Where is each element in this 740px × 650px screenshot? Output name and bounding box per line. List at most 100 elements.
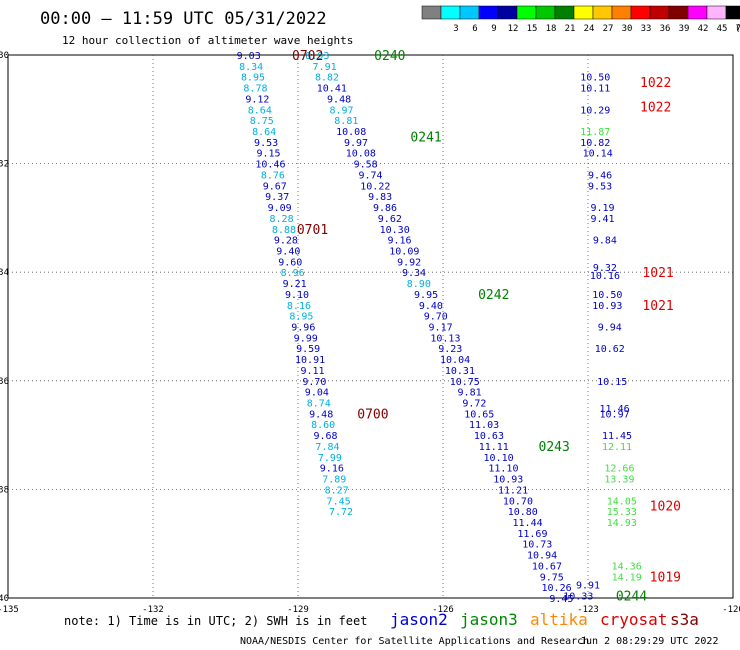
wave-height-label: 7.91 xyxy=(313,62,337,73)
wave-height-label: 10.93 xyxy=(592,301,622,312)
legend-swatch xyxy=(478,5,499,20)
wave-height-label: 8.90 xyxy=(407,279,431,290)
wave-height-label: 9.15 xyxy=(256,149,280,160)
wave-height-label: 9.53 xyxy=(588,181,612,192)
legend-swatch xyxy=(706,5,727,20)
wave-height-label: 10.91 xyxy=(295,355,325,366)
legend-swatch xyxy=(440,5,461,20)
pass-time-label: 0700 xyxy=(357,407,388,422)
legend-swatch xyxy=(687,5,708,20)
wave-height-label: 9.17 xyxy=(429,323,453,334)
wave-height-label: 9.60 xyxy=(278,257,302,268)
y-tick-label: -40 xyxy=(0,594,9,604)
y-tick-label: -30 xyxy=(0,51,9,61)
wave-height-label: 9.91 xyxy=(576,580,600,591)
wave-height-label: 10.70 xyxy=(503,496,533,507)
wave-height-label: 10.29 xyxy=(580,105,610,116)
wave-height-label: 8.95 xyxy=(289,312,313,323)
wave-height-label: 9.32 xyxy=(593,263,617,274)
pass-time-label: 1021 xyxy=(642,299,673,314)
wave-height-label: 9.04 xyxy=(305,388,329,399)
pass-time-label: 1021 xyxy=(642,266,673,281)
wave-height-label: 9.16 xyxy=(320,464,344,475)
legend-swatch xyxy=(630,5,651,20)
wave-height-label: 14.19 xyxy=(612,572,642,583)
pass-time-label: 0244 xyxy=(616,589,647,604)
legend-swatch xyxy=(459,5,480,20)
pass-time-label: 1020 xyxy=(650,500,681,515)
legend-swatch xyxy=(554,5,575,20)
pass-time-label: 0243 xyxy=(539,440,570,455)
wave-height-label: 10.46 xyxy=(255,160,285,171)
wave-height-label: 7.72 xyxy=(329,507,353,518)
wave-height-label: 11.10 xyxy=(488,464,518,475)
legend-label: 24 xyxy=(584,24,595,34)
wave-height-label: 8.75 xyxy=(250,116,274,127)
wave-height-label: 9.23 xyxy=(438,344,462,355)
wave-height-label: 7.99 xyxy=(318,453,342,464)
wave-height-label: 9.70 xyxy=(424,312,448,323)
chart-title: 00:00 — 11:59 UTC 05/31/2022 xyxy=(40,9,327,29)
color-legend: 36912151821242730333639424570(ft) xyxy=(421,5,740,34)
legend-label: 42 xyxy=(698,24,709,34)
legend-label: 9 xyxy=(491,24,496,34)
wave-height-label: 9.74 xyxy=(358,170,382,181)
wave-height-label: 10.62 xyxy=(595,344,625,355)
wave-height-label: 9.84 xyxy=(593,236,617,247)
wave-height-label: 9.40 xyxy=(419,301,443,312)
wave-height-label: 9.99 xyxy=(294,333,318,344)
satellite-cryosat: cryosat xyxy=(600,610,667,629)
wave-height-label: 9.28 xyxy=(274,236,298,247)
wave-height-label: 9.09 xyxy=(268,203,292,214)
wave-height-label: 10.04 xyxy=(440,355,470,366)
wave-height-label: 9.21 xyxy=(283,279,307,290)
wave-height-label: 9.45 xyxy=(549,594,573,605)
legend-label: 21 xyxy=(565,24,576,34)
legend-swatch xyxy=(592,5,613,20)
wave-height-label: 9.37 xyxy=(265,192,289,203)
wave-height-label: 10.11 xyxy=(580,84,610,95)
pass-time-label: 1019 xyxy=(650,570,681,585)
legend-label: 27 xyxy=(603,24,614,34)
wave-height-label: 9.16 xyxy=(387,236,411,247)
wave-height-label: 8.60 xyxy=(311,420,335,431)
legend-label: 6 xyxy=(472,24,477,34)
wave-height-label: 9.86 xyxy=(373,203,397,214)
pass-time-label: 0701 xyxy=(297,223,328,238)
x-tick-label: -126 xyxy=(432,605,454,615)
legend-swatch xyxy=(516,5,537,20)
wave-height-label: 10.93 xyxy=(493,475,523,486)
wave-height-label: 8.96 xyxy=(281,268,305,279)
y-tick-label: -34 xyxy=(0,268,9,278)
y-tick-label: -36 xyxy=(0,377,9,387)
data-points: 9.038.348.958.789.128.648.758.649.539.15… xyxy=(237,51,642,605)
wave-height-label: 8.97 xyxy=(329,105,353,116)
x-tick-label: -135 xyxy=(0,605,19,615)
wave-height-label: 10.82 xyxy=(580,138,610,149)
legend-swatch xyxy=(573,5,594,20)
wave-height-label: 8.16 xyxy=(287,301,311,312)
wave-height-label: 11.44 xyxy=(513,518,543,529)
wave-height-label: 14.93 xyxy=(607,518,637,529)
wave-height-label: 11.11 xyxy=(479,442,509,453)
legend-label: 30 xyxy=(622,24,633,34)
legend-swatch xyxy=(725,5,740,20)
satellite-altika: altika xyxy=(530,610,588,629)
wave-height-label: 10.10 xyxy=(484,453,514,464)
credit-line: NOAA/NESDIS Center for Satellite Applica… xyxy=(240,636,589,647)
wave-height-label: 11.46 xyxy=(600,404,630,415)
wave-height-label: 8.93 xyxy=(305,51,329,62)
x-tick-label: -120 xyxy=(722,605,740,615)
wave-height-label: 9.68 xyxy=(314,431,338,442)
wave-height-label: 9.53 xyxy=(254,138,278,149)
legend-label: 33 xyxy=(641,24,652,34)
pass-time-label: 0242 xyxy=(478,288,509,303)
wave-height-label: 10.41 xyxy=(317,84,347,95)
wave-height-label: 9.92 xyxy=(397,257,421,268)
wave-height-label: 9.75 xyxy=(540,572,564,583)
wave-height-label: 9.40 xyxy=(276,246,300,257)
legend-label: 39 xyxy=(679,24,690,34)
wave-height-label: 9.70 xyxy=(302,377,326,388)
wave-height-label: 9.83 xyxy=(368,192,392,203)
wave-height-label: 9.62 xyxy=(378,214,402,225)
